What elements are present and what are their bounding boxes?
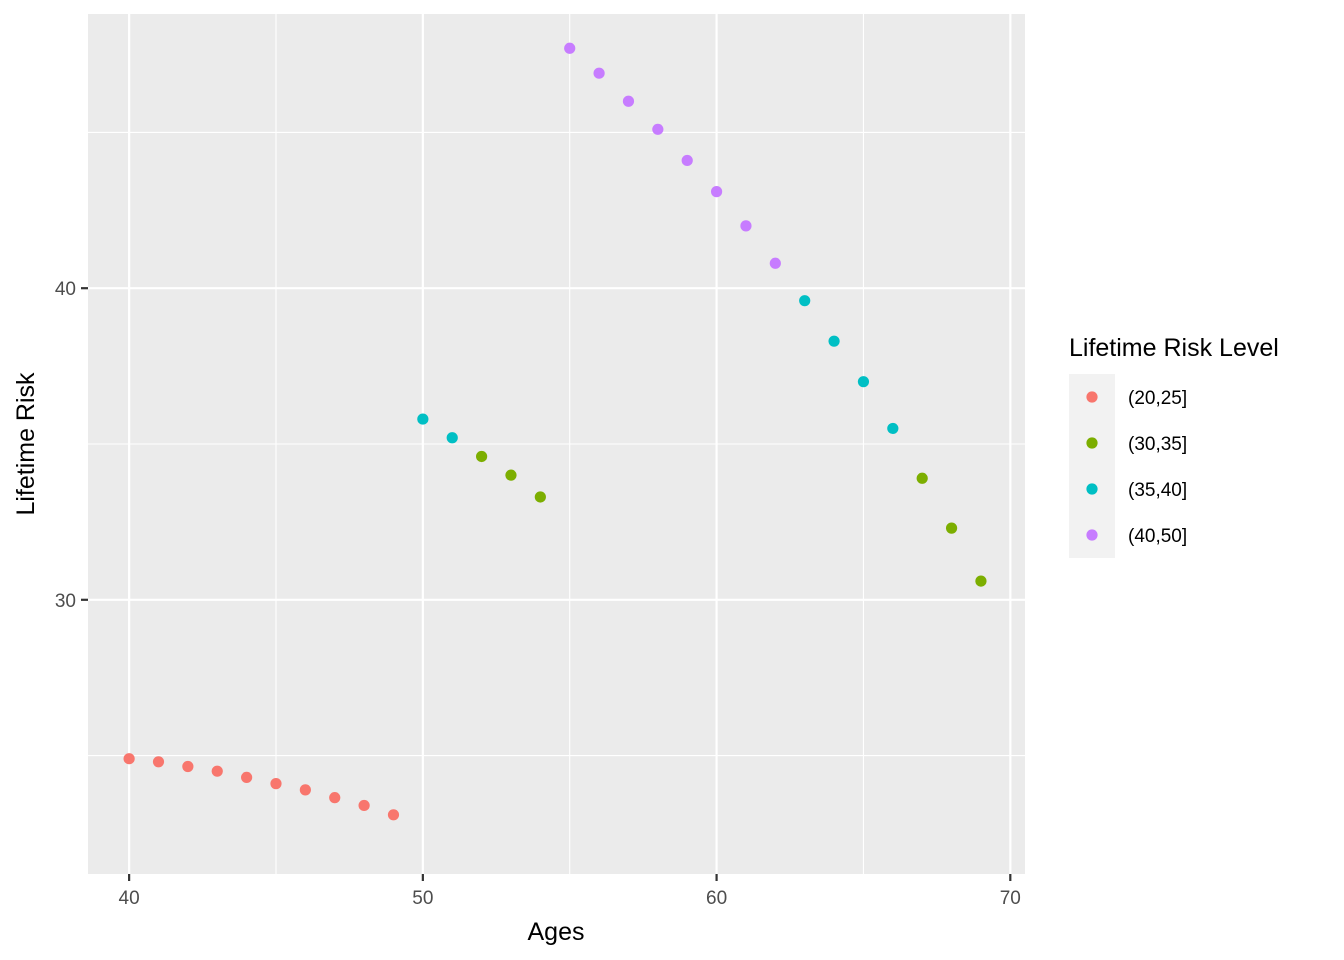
y-tick-labels: 30 40 [55, 279, 76, 612]
legend-key [1086, 529, 1098, 541]
data-point [358, 799, 370, 812]
data-point [564, 42, 576, 54]
data-point [622, 95, 635, 107]
y-tick-label: 40 [55, 279, 76, 300]
legend-title: Lifetime Risk Level [1069, 334, 1279, 362]
data-point [710, 186, 723, 198]
data-point [799, 295, 811, 307]
x-tick-label: 50 [412, 888, 433, 909]
data-point [475, 450, 488, 463]
x-tick-label: 70 [1000, 888, 1021, 909]
data-point [652, 123, 664, 135]
data-point [975, 575, 987, 587]
data-point [152, 756, 165, 768]
data-point [182, 760, 194, 773]
y-axis-title: Lifetime Risk [12, 372, 40, 516]
axis-ticks [81, 287, 1012, 881]
legend-label: (30,35] [1128, 434, 1187, 455]
data-point [681, 154, 693, 167]
data-point [211, 765, 223, 777]
data-point [857, 376, 870, 388]
data-point [241, 771, 253, 784]
data-point [887, 422, 899, 435]
data-points [123, 42, 987, 821]
major-gridlines [88, 14, 1025, 874]
data-point [329, 792, 341, 804]
x-axis-title: Ages [528, 918, 585, 946]
legend-key [1086, 437, 1098, 449]
data-point [417, 413, 429, 425]
x-tick-labels: 40 50 60 70 [119, 888, 1021, 909]
y-tick-label: 30 [55, 591, 76, 612]
data-point [505, 469, 517, 481]
data-point [945, 522, 958, 534]
legend: Lifetime Risk Level (20,25] (30,35] (35,40… [1069, 334, 1279, 558]
legend-label: (35,40] [1128, 480, 1187, 501]
data-point [828, 335, 840, 347]
legend-key [1086, 483, 1098, 495]
data-point [769, 257, 781, 269]
x-tick-label: 60 [706, 888, 727, 909]
legend-key [1086, 391, 1098, 403]
legend-items: (20,25] (30,35] (35,40] (40,50] [1086, 388, 1187, 547]
data-point [740, 220, 752, 232]
legend-key-background [1069, 374, 1115, 558]
data-point [916, 472, 928, 484]
data-point [123, 753, 135, 765]
data-point [446, 432, 458, 444]
data-point [270, 778, 282, 790]
data-point [387, 809, 400, 821]
legend-label: (40,50] [1128, 526, 1187, 547]
legend-label: (20,25] [1128, 388, 1187, 409]
data-point [299, 784, 311, 796]
minor-gridlines [88, 14, 1025, 874]
x-tick-label: 40 [119, 888, 140, 909]
data-point [593, 67, 605, 79]
data-point [534, 491, 546, 503]
